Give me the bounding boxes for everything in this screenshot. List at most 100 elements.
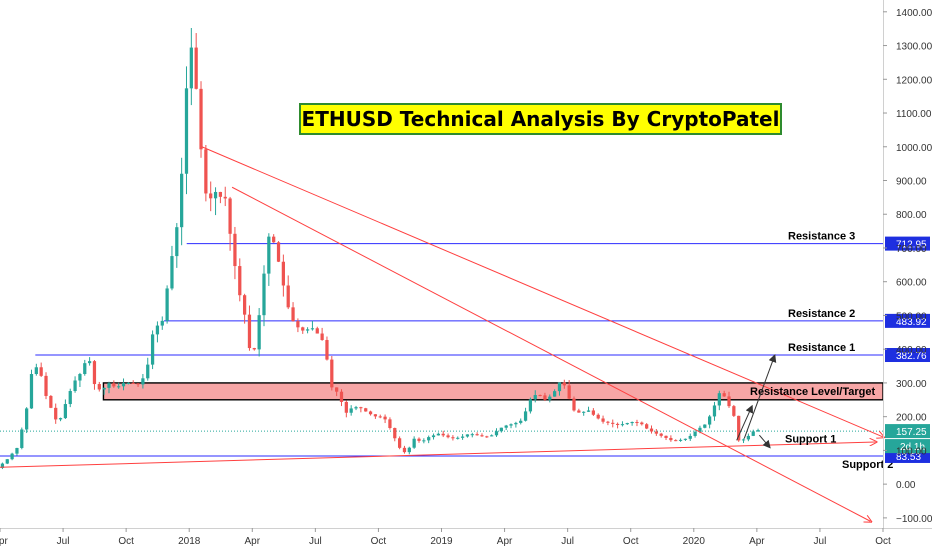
x-tick-label-3: 2018	[178, 536, 201, 547]
candle-body-120	[582, 411, 586, 413]
candle-body-30	[146, 364, 150, 379]
candle-body-23	[112, 383, 116, 387]
candle-body-112	[543, 395, 547, 400]
candle-body-67	[325, 340, 329, 360]
candle-body-1	[5, 459, 9, 464]
candle-body-117	[567, 385, 571, 399]
candle-body-68	[330, 359, 334, 388]
y-tick-label-1: 0.00	[896, 480, 916, 491]
level-badge-text-2: 382.76	[896, 351, 927, 362]
candle-body-147	[712, 405, 717, 417]
x-tick-label-1: Jul	[57, 536, 70, 547]
candle-body-101	[490, 435, 494, 437]
candle-body-129	[625, 423, 629, 425]
horizontal-levels	[0, 243, 883, 457]
candle-body-141	[683, 438, 688, 440]
candle-body-24	[117, 386, 121, 388]
trendline-downtrend-upper	[201, 146, 883, 437]
candle-body-150	[727, 396, 731, 407]
level-badge-text-3: 83.53	[896, 452, 921, 463]
y-tick-label-7: 600.00	[896, 278, 927, 289]
candle-body-128	[620, 424, 625, 426]
candle-body-35	[170, 256, 174, 289]
candle-body-123	[596, 414, 600, 419]
level-label-1: Resistance 2	[788, 308, 855, 320]
candle-body-102	[494, 431, 499, 436]
candle-body-33	[160, 320, 164, 326]
x-tick-label-0: Apr	[0, 536, 8, 547]
candle-body-65	[315, 328, 319, 334]
candle-body-17	[83, 363, 87, 375]
y-tick-label-10: 900.00	[896, 176, 927, 187]
candle-body-134	[649, 428, 654, 432]
trendlines	[0, 146, 883, 521]
candle-body-55	[267, 236, 271, 274]
candle-body-116	[562, 382, 566, 386]
candle-body-34	[165, 288, 169, 321]
candle-body-111	[538, 395, 542, 397]
candle-body-133	[645, 424, 649, 429]
candle-body-76	[368, 411, 373, 415]
candle-body-57	[276, 242, 281, 262]
candle-body-145	[703, 424, 707, 428]
candle-body-95	[460, 436, 465, 438]
candle-body-5	[25, 408, 29, 430]
candle-body-138	[669, 437, 673, 441]
x-tick-label-8: Apr	[497, 536, 513, 547]
y-tick-label-15: 1400.00	[896, 8, 932, 19]
candle-body-14	[68, 391, 72, 405]
candle-body-137	[664, 435, 668, 438]
candle-body-77	[373, 414, 378, 417]
candle-body-56	[272, 236, 276, 243]
candle-body-16	[78, 374, 82, 381]
candle-body-148	[717, 393, 721, 406]
chart-title: ETHUSD Technical Analysis By CryptoPatel	[301, 107, 780, 131]
candle-body-124	[601, 418, 605, 422]
candle-body-89	[431, 435, 436, 438]
candle-body-50	[242, 295, 247, 315]
candle-body-64	[310, 328, 315, 330]
x-tick-label-11: 2020	[683, 536, 706, 547]
candle-body-93	[451, 437, 455, 439]
candle-body-62	[301, 327, 305, 331]
candle-body-48	[233, 233, 237, 267]
candle-body-44	[213, 191, 218, 199]
candle-body-27	[131, 382, 135, 384]
candle-body-12	[58, 418, 63, 420]
candle-body-3	[15, 447, 19, 454]
candle-body-146	[708, 416, 712, 425]
candle-body-100	[485, 436, 489, 438]
candle-body-36	[175, 227, 179, 257]
candle-body-96	[465, 434, 470, 437]
candle-body-72	[349, 408, 353, 413]
candle-body-7	[34, 367, 38, 375]
x-tick-label-2: Oct	[118, 536, 134, 547]
candle-body-59	[286, 285, 290, 308]
candle-body-75	[364, 408, 368, 412]
candle-body-70	[339, 391, 344, 402]
candle-body-84	[407, 447, 411, 453]
candle-body-54	[262, 273, 266, 316]
candle-body-86	[417, 438, 421, 441]
candle-body-113	[548, 396, 552, 400]
candle-body-109	[528, 399, 533, 412]
candle-body-43	[209, 193, 213, 199]
y-tick-label-9: 800.00	[896, 210, 927, 221]
x-tick-label-6: Oct	[371, 536, 387, 547]
candle-body-4	[20, 429, 24, 448]
projection-arrow-1	[743, 354, 777, 439]
candle-body-153	[741, 439, 746, 441]
level-badge-2	[885, 348, 930, 363]
x-tick-label-4: Apr	[245, 536, 261, 547]
candle-body-69	[335, 387, 339, 392]
candle-body-107	[519, 420, 523, 423]
candle-body-20	[97, 384, 101, 390]
candle-body-26	[126, 382, 130, 384]
candle-body-10	[49, 395, 53, 408]
candle-body-85	[412, 438, 416, 448]
level-label-3: Support 2	[842, 459, 893, 471]
projection-arrow-2	[758, 434, 771, 449]
